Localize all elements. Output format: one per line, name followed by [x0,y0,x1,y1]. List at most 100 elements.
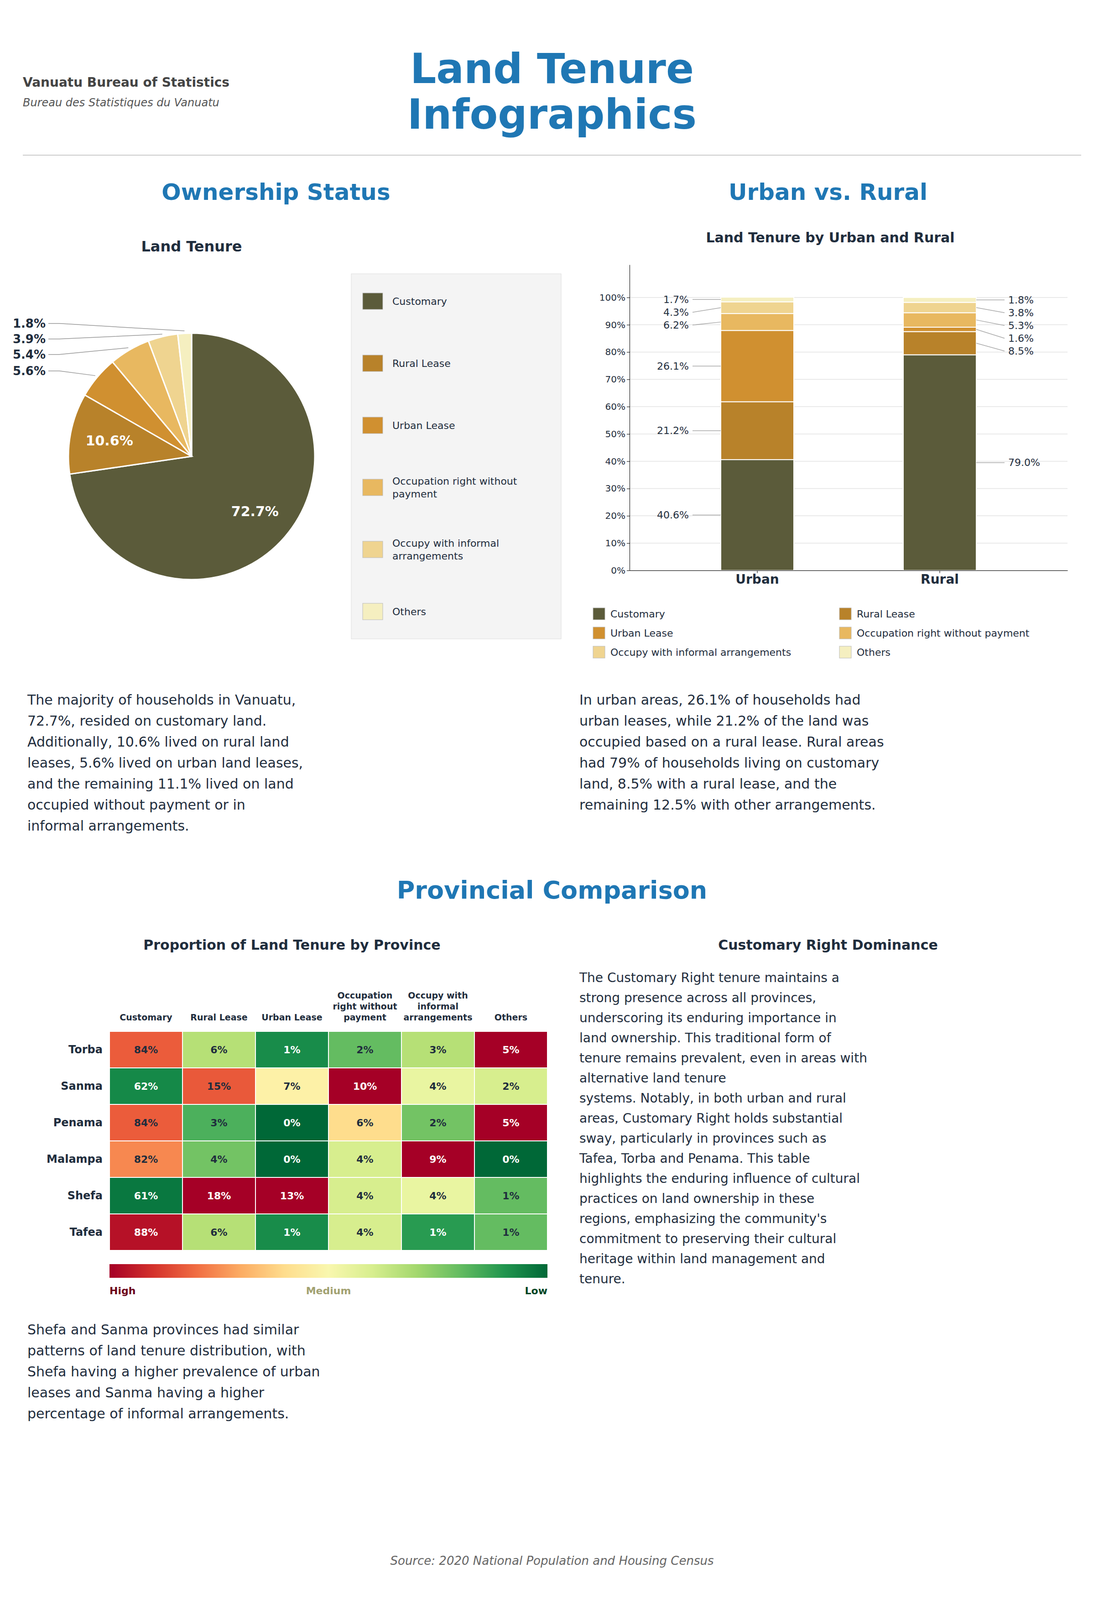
text-line: 0% [283,1153,301,1165]
text-line: 21.2% [656,424,689,437]
text-line: Urban Lease [261,1011,323,1022]
tick-label: 30% [605,482,626,494]
heatmap-cell [401,1031,475,1068]
tick-mark [626,542,630,544]
text-line: 61% [134,1189,159,1202]
tick-label: Urban [735,571,779,587]
data-label: 0% [502,1153,520,1165]
pie-labels: 72.7%10.6%1.8%3.9%5.4%5.6% [12,316,279,520]
text-line: 84% [134,1043,159,1056]
leader-line [48,323,185,331]
heatmap-cell [401,1176,475,1214]
text-line: land ownership. This traditional form of [579,1030,832,1046]
tick-label: 10% [605,537,626,549]
data-label: 21.2% [656,424,689,437]
text-line: Land Tenure by Urban and Rural [705,229,955,246]
data-label: 1.7% [663,293,689,306]
data-label: 1% [283,1226,301,1238]
legend-swatch [362,292,383,310]
tick-mark [626,379,630,380]
legend-label: Others [392,605,427,618]
leader-line [48,347,129,355]
tick-label: 100% [599,291,626,303]
text-line: Others [856,646,891,658]
text-line: Land Tenure [410,44,694,93]
data-label: 10% [353,1080,378,1092]
legend-swatch [362,354,383,372]
tick-mark [626,515,630,516]
legend: CustomaryRural LeaseUrban LeaseOccupatio… [351,273,562,639]
text-line: Medium [306,1284,352,1297]
heatmap-cell [328,1104,402,1141]
bar-segment [903,302,977,313]
x-axis: UrbanRural [630,570,1068,587]
legend-background [351,273,562,639]
text-line: 72.7%, resided on customary land. [27,712,267,729]
row-header: Tafea [69,1225,103,1239]
heatmap-cell [255,1176,329,1214]
text-line: leases and Sanma having a higher [27,1384,265,1401]
text-line: Shefa and Sanma provinces had similar [27,1321,300,1338]
section-title: Provincial Comparison [396,875,708,905]
text-line: 3.8% [1008,307,1034,319]
text-line: right without [332,1000,397,1011]
text-line: Additionally, 10.6% lived on rural land [27,733,290,750]
text-line: 15% [207,1080,232,1092]
tick-mark [626,406,630,407]
text-line: 6.2% [663,319,689,331]
tick-mark [626,461,630,462]
legend-swatch [362,603,383,620]
axis-line [629,265,631,571]
text-line: 40.6% [656,509,689,521]
data-label: 3% [210,1116,228,1129]
tick: 60% [605,400,630,412]
text-line: 2% [429,1116,447,1129]
text-line: Sanma [60,1079,103,1093]
heatmap-cell [255,1104,329,1141]
text-line: 3% [210,1116,228,1129]
row-header: Shefa [67,1188,103,1202]
grid [629,297,1068,571]
tick-label: 40% [605,455,626,467]
y-axis: 0%10%20%30%40%50%60%70%80%90%100% [599,265,631,576]
legend-swatch [839,645,852,658]
data-label: 5.3% [1008,319,1034,332]
grid-line [629,460,1068,462]
text-line: arrangements [392,550,464,562]
legend-swatch [362,541,383,558]
column-header: Customary [119,1011,173,1022]
tick: 100% [599,291,630,303]
heatmap-cell [109,1213,183,1250]
data-label: 40.6% [656,509,689,521]
text-line: informal [417,1000,459,1011]
text-line: 1.6% [1008,332,1034,344]
text-line: 1.7% [663,293,689,306]
grid-line [629,569,1068,571]
tick: 0% [610,564,630,576]
heatmap-cell [401,1067,475,1104]
text-line: 5.4% [12,347,46,362]
bar-segment [720,313,794,331]
tick: 20% [605,510,630,521]
text-line: Occupy with informal arrangements [610,646,792,658]
data-label: 4% [429,1189,447,1202]
chart-title: Land Tenure [140,237,242,256]
text-line: 62% [134,1080,159,1092]
text-line: Occupation right without [392,475,518,487]
text-line: 4% [356,1226,374,1238]
bars [720,296,977,571]
leader-line [48,333,163,339]
legend-swatch [839,607,852,620]
infographic: Land TenureInfographicsVanuatu Bureau of… [0,0,1104,1600]
grid-line [629,542,1068,544]
tick: 10% [605,537,630,549]
data-label: 8.5% [1008,345,1034,357]
heatmap-cell [328,1031,402,1068]
leader-line [692,299,721,301]
text-line: informal arrangements. [27,817,190,834]
data-label: 15% [207,1080,232,1092]
heatmap-cell [182,1031,256,1068]
heatmap-cell [474,1213,548,1250]
data-label: 18% [207,1189,232,1202]
text-line: 72.7% [231,503,279,520]
